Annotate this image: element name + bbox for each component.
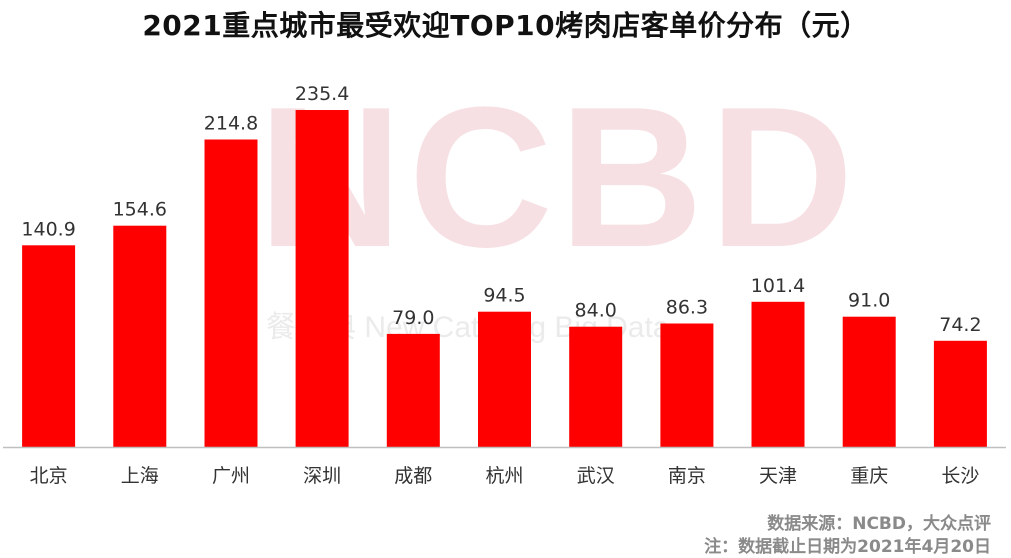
bar-天津 [751,301,805,447]
x-tick-label-南京: 南京 [668,465,706,487]
x-tick-label-天津: 天津 [759,465,797,487]
x-tick-label-长沙: 长沙 [941,465,979,487]
bar-武汉 [569,326,623,447]
bar-上海 [113,225,167,447]
date-note: 注：数据截止日期为2021年4月20日 [704,537,991,557]
chart-title: 2021重点城市最受欢迎TOP10烤肉店客单价分布（元） [142,9,869,42]
bar-北京 [22,245,76,447]
data-label-武汉: 84.0 [575,300,617,322]
x-tick-label-北京: 北京 [30,465,68,487]
data-label-南京: 86.3 [666,297,708,319]
bar-成都 [386,333,440,447]
x-tick-label-上海: 上海 [121,465,159,487]
data-label-北京: 140.9 [21,218,75,240]
x-tick-label-深圳: 深圳 [303,465,341,487]
data-label-深圳: 235.4 [295,83,349,105]
x-tick-label-杭州: 杭州 [485,465,523,487]
x-tick-label-广州: 广州 [212,465,250,487]
bar-广州 [204,139,258,447]
data-label-长沙: 74.2 [939,314,981,336]
data-label-重庆: 91.0 [848,290,890,312]
data-label-杭州: 94.5 [483,285,525,307]
data-label-成都: 79.0 [392,307,434,329]
bar-南京 [660,323,714,447]
bar-重庆 [842,316,896,447]
bar-杭州 [478,311,531,447]
bar-长沙 [933,340,987,447]
data-label-上海: 154.6 [113,199,167,221]
data-label-天津: 101.4 [751,275,805,297]
x-tick-label-成都: 成都 [394,465,432,487]
source-note: 数据来源：NCBD，大众点评 [767,514,991,534]
data-label-广州: 214.8 [204,113,258,135]
bar-深圳 [295,110,349,447]
x-tick-label-重庆: 重庆 [850,465,888,487]
bar-chart: 140.9 北京 154.6 上海 214.8 广州 235.4 深圳 79.0 成都 94.5 杭州… [3,83,1006,487]
x-tick-label-武汉: 武汉 [577,465,615,487]
